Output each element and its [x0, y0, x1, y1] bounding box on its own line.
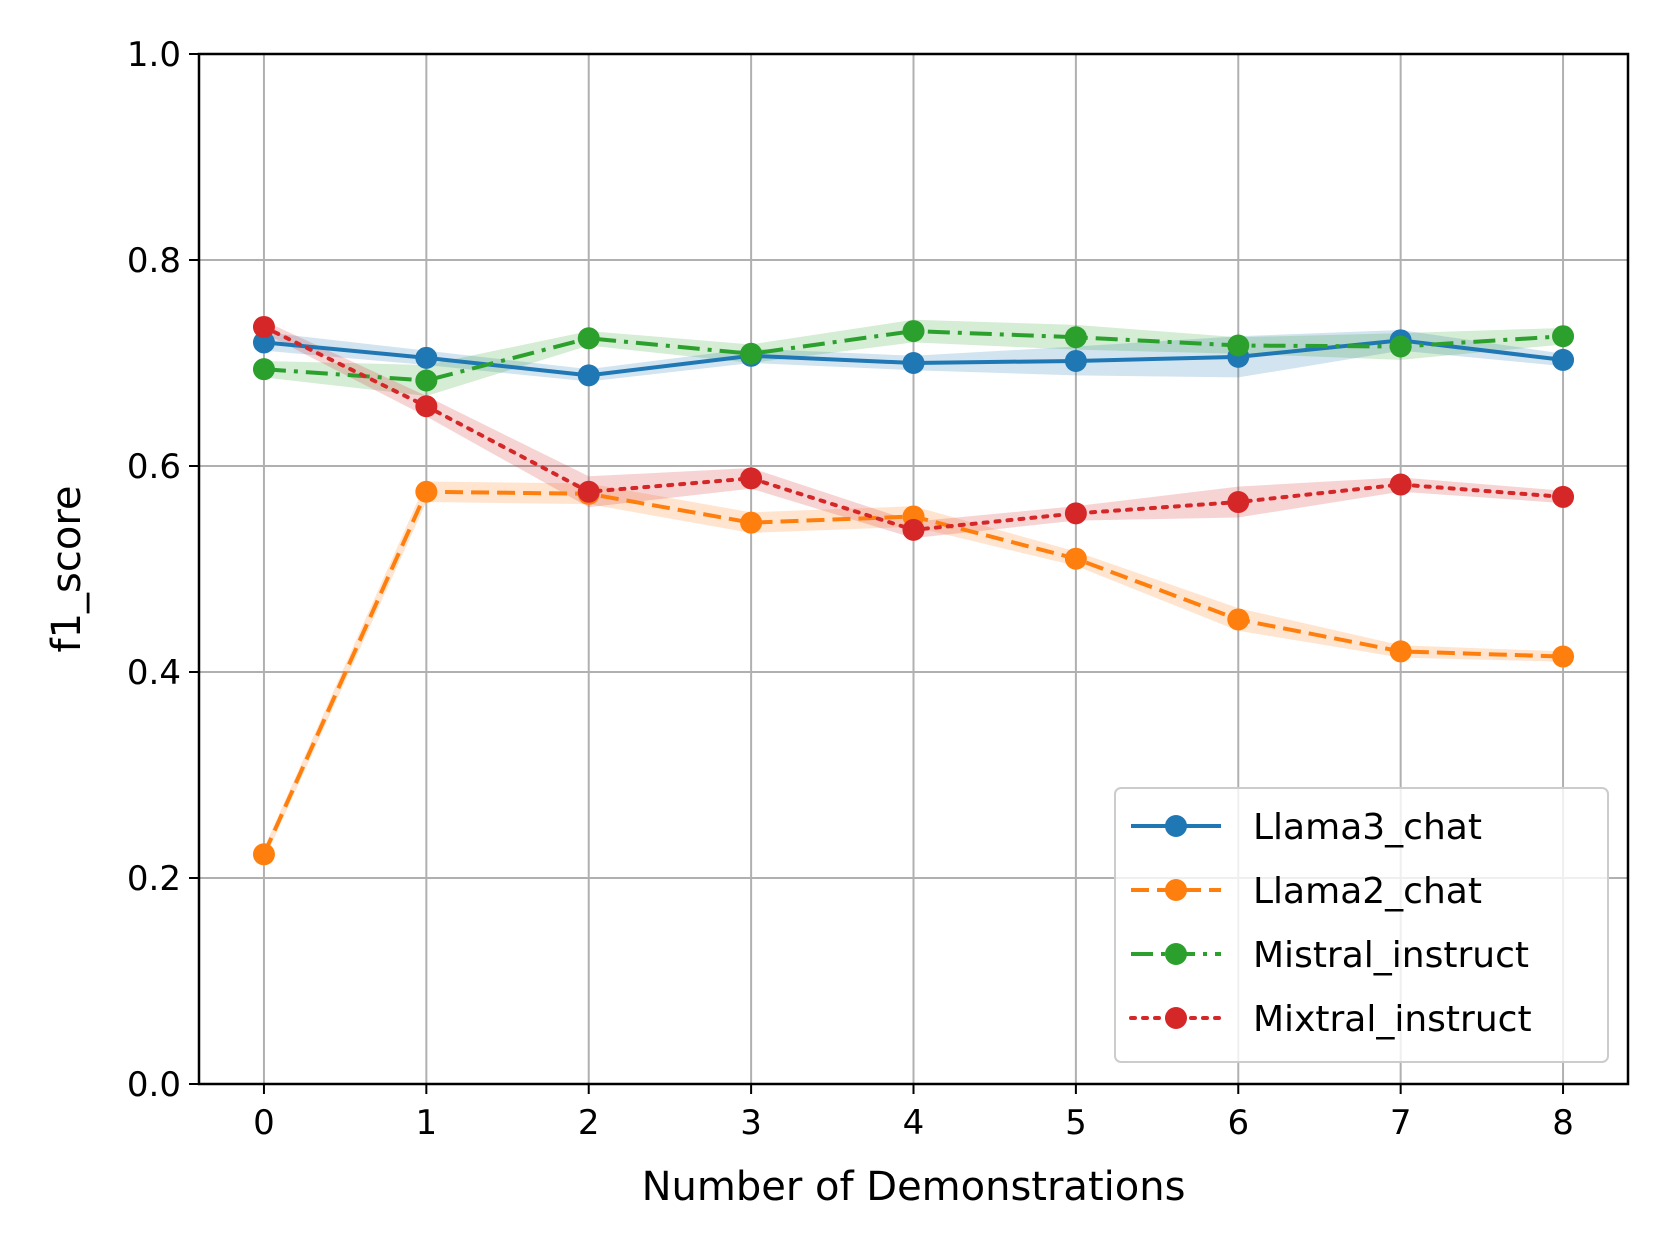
data-point — [902, 320, 925, 343]
data-point — [252, 315, 275, 338]
legend-marker-swatch — [1165, 1007, 1187, 1029]
data-point — [1552, 348, 1575, 371]
data-point — [415, 346, 438, 369]
data-point — [415, 369, 438, 392]
x-axis-title: Number of Demonstrations — [642, 1164, 1186, 1210]
x-tick-label: 6 — [1227, 1103, 1249, 1143]
data-point — [1389, 473, 1412, 496]
y-axis-ticks: 0.0 0.2 0.4 0.6 0.8 1.0 — [127, 35, 199, 1105]
x-tick-label: 7 — [1390, 1103, 1412, 1143]
legend-label: Llama2_chat — [1253, 871, 1482, 912]
y-tick-label: 0.4 — [127, 653, 181, 693]
data-point — [252, 331, 275, 354]
legend-label: Llama3_chat — [1253, 807, 1482, 848]
data-point — [577, 327, 600, 350]
data-point — [1552, 485, 1575, 508]
x-axis-ticks: 0 1 2 3 4 5 6 7 8 — [253, 1084, 1574, 1143]
data-point — [1552, 325, 1575, 348]
legend: Llama3_chat Llama2_chat Mistral_instruct Mi… — [1114, 787, 1609, 1063]
legend-marker-swatch — [1165, 943, 1187, 965]
data-point — [1064, 349, 1087, 372]
data-point — [740, 342, 763, 365]
data-point — [740, 467, 763, 490]
y-tick-label: 0.8 — [127, 241, 181, 281]
y-axis-title: f1_score — [44, 485, 90, 652]
data-point — [1227, 608, 1250, 631]
legend-box — [1114, 787, 1609, 1063]
data-point — [1389, 640, 1412, 663]
data-point — [1064, 547, 1087, 570]
data-point — [902, 518, 925, 541]
data-point — [577, 364, 600, 387]
y-tick-label: 0.0 — [127, 1065, 181, 1105]
x-tick-label: 4 — [903, 1103, 925, 1143]
data-point — [1064, 326, 1087, 349]
data-point — [1389, 335, 1412, 358]
data-point — [577, 480, 600, 503]
data-point — [1227, 334, 1250, 357]
data-point — [1552, 645, 1575, 668]
x-tick-label: 3 — [740, 1103, 762, 1143]
data-point — [902, 352, 925, 374]
x-tick-label: 1 — [416, 1103, 438, 1143]
y-tick-label: 0.2 — [127, 859, 181, 899]
series-markers — [252, 315, 1575, 866]
legend-label: Mixtral_instruct — [1253, 999, 1532, 1040]
data-point — [252, 358, 275, 381]
x-tick-label: 2 — [578, 1103, 600, 1143]
x-tick-label: 0 — [253, 1103, 275, 1143]
series-line — [263, 329, 1564, 383]
data-point — [1227, 491, 1250, 514]
legend-label: Mistral_instruct — [1253, 935, 1529, 976]
data-point — [1064, 502, 1087, 525]
legend-marker-swatch — [1165, 879, 1187, 901]
y-tick-label: 0.6 — [127, 447, 181, 487]
y-tick-label: 1.0 — [127, 35, 181, 75]
data-point — [415, 395, 438, 418]
data-point — [740, 511, 763, 534]
x-tick-label: 8 — [1552, 1103, 1574, 1143]
x-tick-label: 5 — [1065, 1103, 1087, 1143]
legend-marker-swatch — [1165, 815, 1187, 837]
data-point — [415, 480, 438, 503]
data-point — [252, 843, 275, 866]
